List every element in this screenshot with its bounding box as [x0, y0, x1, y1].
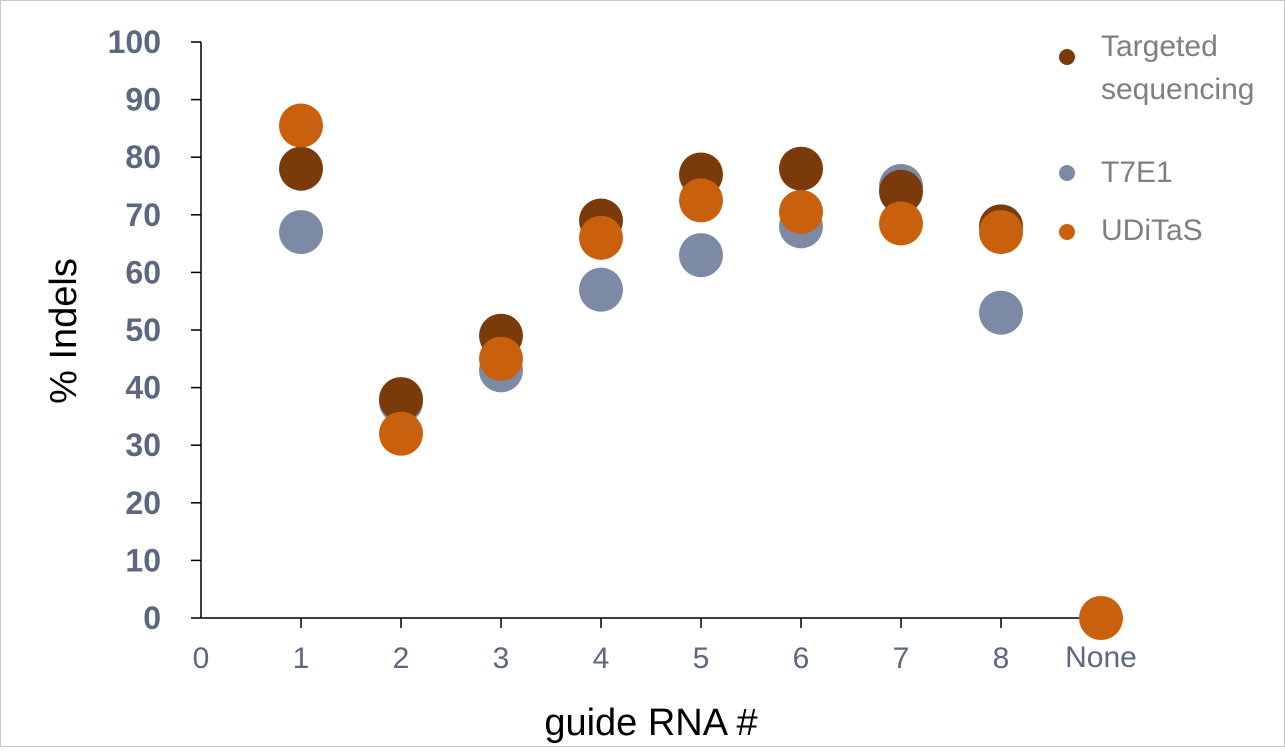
data-point	[979, 210, 1023, 255]
data-point	[579, 215, 623, 260]
data-point	[379, 377, 423, 422]
x-tick-label: 8	[993, 642, 1010, 675]
x-tick-label: 7	[893, 642, 910, 675]
x-tick-label: 3	[493, 642, 510, 675]
x-tick-label: 6	[793, 642, 810, 675]
y-tick-label: 90	[125, 82, 161, 118]
y-tick-label: 40	[125, 370, 161, 406]
x-tick-label: 5	[693, 642, 710, 675]
x-tick-label: 1	[293, 642, 310, 675]
legend-label: sequencing	[1101, 73, 1254, 106]
legend-label: UDiTaS	[1101, 214, 1203, 247]
y-tick-label: 10	[125, 542, 161, 578]
x-tick-label: 2	[393, 642, 410, 675]
x-axis-title: guide RNA #	[544, 702, 757, 744]
y-tick-label: 20	[125, 485, 161, 521]
y-tick-label: 0	[143, 600, 161, 636]
y-tick-label: 100	[108, 24, 161, 60]
legend-label: Targeted	[1101, 30, 1218, 63]
y-axis-title: % Indels	[43, 258, 85, 404]
legend-marker	[1059, 49, 1075, 65]
data-point	[1079, 596, 1123, 640]
data-point	[679, 178, 723, 223]
data-point	[279, 210, 323, 255]
legend-marker	[1059, 224, 1075, 240]
data-point	[879, 201, 923, 246]
legend-marker	[1059, 165, 1075, 181]
y-tick-label: 60	[125, 254, 161, 290]
data-point	[879, 169, 923, 214]
data-point	[779, 189, 823, 234]
y-tick-label: 70	[125, 197, 161, 233]
x-tick-label: None	[1065, 641, 1137, 674]
data-point	[679, 233, 723, 278]
data-point	[379, 411, 423, 456]
data-point	[779, 146, 823, 191]
data-point	[979, 290, 1023, 335]
data-point	[479, 336, 523, 381]
data-point	[579, 267, 623, 312]
y-tick-label: 30	[125, 427, 161, 463]
data-point	[279, 103, 323, 148]
x-tick-label: 4	[593, 642, 610, 675]
y-tick-label: 50	[125, 312, 161, 348]
x-tick-label: 0	[193, 642, 210, 675]
y-tick-label: 80	[125, 139, 161, 175]
data-point	[279, 146, 323, 191]
legend-label: T7E1	[1101, 156, 1173, 189]
